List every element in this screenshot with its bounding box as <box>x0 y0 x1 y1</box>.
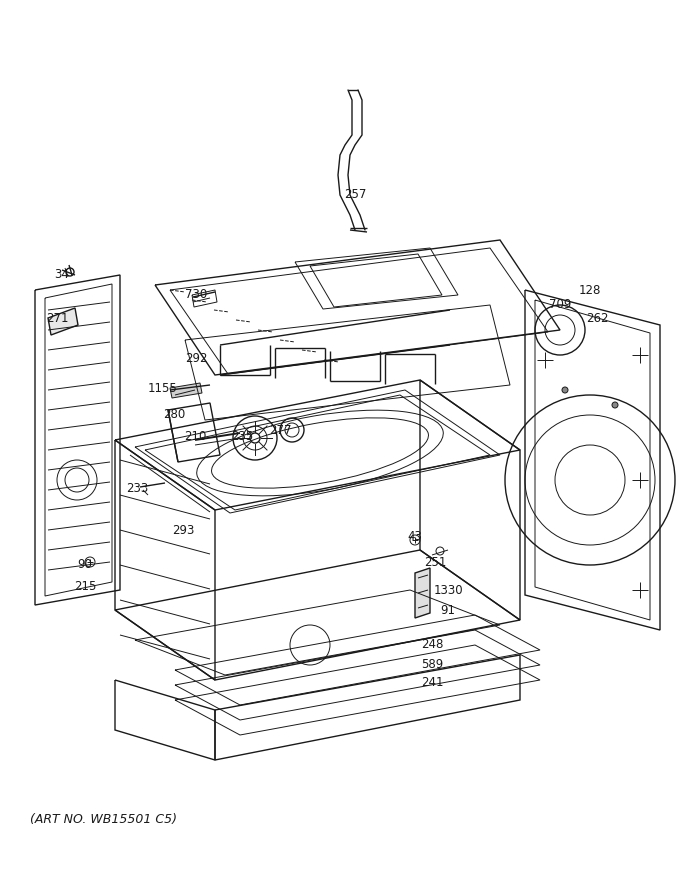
Text: 262: 262 <box>585 312 608 325</box>
Text: 235: 235 <box>231 430 253 444</box>
Text: 34: 34 <box>54 268 69 282</box>
Text: 241: 241 <box>421 677 443 690</box>
Text: 280: 280 <box>163 408 185 422</box>
Text: 293: 293 <box>172 524 194 537</box>
Text: 589: 589 <box>421 657 443 671</box>
Text: (ART NO. WB15501 C5): (ART NO. WB15501 C5) <box>30 813 177 826</box>
Text: 233: 233 <box>126 481 148 495</box>
Text: 90: 90 <box>78 559 92 571</box>
Text: 248: 248 <box>421 639 443 651</box>
Polygon shape <box>170 383 202 398</box>
Text: 277: 277 <box>269 423 291 436</box>
Polygon shape <box>415 568 430 618</box>
Text: 1330: 1330 <box>433 583 463 597</box>
Text: 43: 43 <box>407 531 422 544</box>
Circle shape <box>562 387 568 393</box>
Text: 730: 730 <box>185 289 207 302</box>
Text: 128: 128 <box>579 283 601 297</box>
Text: 257: 257 <box>344 188 367 202</box>
Text: 709: 709 <box>549 298 571 312</box>
Circle shape <box>612 402 618 408</box>
Text: 251: 251 <box>424 555 446 568</box>
Text: 1155: 1155 <box>148 382 178 394</box>
Polygon shape <box>48 308 78 335</box>
Text: 210: 210 <box>184 430 206 444</box>
Text: 215: 215 <box>74 581 96 593</box>
Text: 91: 91 <box>441 604 456 617</box>
Text: 271: 271 <box>46 312 68 325</box>
Text: 292: 292 <box>185 351 207 364</box>
